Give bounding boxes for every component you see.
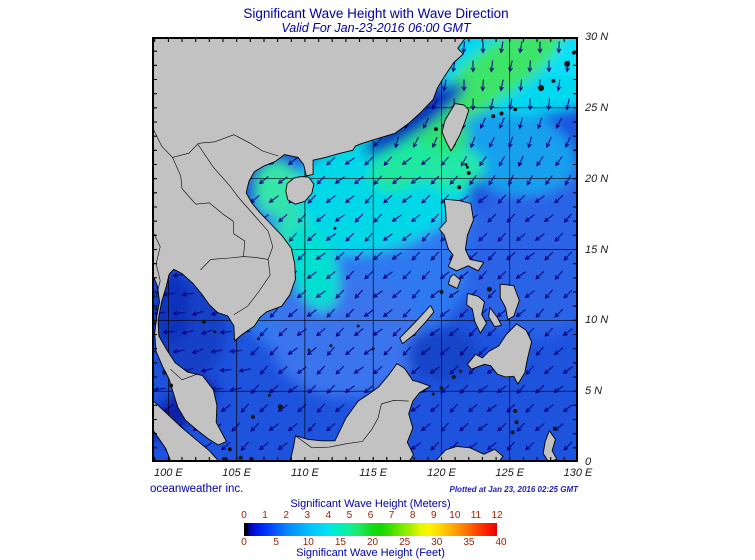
border-china-vietnam [198, 134, 279, 157]
land-panay-negros [466, 292, 487, 334]
chart-title: Significant Wave Height with Wave Direct… [243, 6, 509, 21]
meters-tick: 11 [470, 510, 482, 521]
colorbar-title-meters: Significant Wave Height (Meters) [290, 498, 451, 510]
feet-tick: 10 [302, 537, 314, 548]
colorbar-title-feet: Significant Wave Height (Feet) [296, 547, 445, 559]
colorbar-zero-cap [244, 523, 247, 536]
land-cebu-bohol [488, 307, 502, 328]
land-samar-leyte [499, 283, 520, 321]
colorbar-gradient [244, 523, 497, 536]
lat-label: 30 N [585, 31, 609, 43]
map-canvas [152, 37, 578, 462]
land-mindoro [447, 273, 462, 289]
land-borneo [289, 363, 431, 462]
meters-tick: 0 [241, 510, 247, 521]
land-asia-mainland [152, 37, 467, 446]
border-cambodia-vietnam [233, 259, 271, 315]
plotted-timestamp: Plotted at Jan 23, 2016 02:25 GMT [449, 485, 579, 494]
meters-tick: 2 [283, 510, 289, 521]
feet-tick: 15 [334, 537, 346, 548]
border-laos-cambodia [243, 256, 269, 260]
meters-tick: 6 [367, 510, 374, 521]
lon-label: 130 E [563, 467, 593, 479]
land-palawan [399, 305, 435, 345]
meters-tick: 8 [409, 510, 416, 521]
meters-tick: 12 [491, 510, 503, 521]
feet-tick: 25 [399, 537, 411, 548]
meters-tick: 5 [346, 510, 353, 521]
meters-tick: 4 [325, 510, 332, 521]
lat-label: 5 N [585, 385, 603, 398]
lat-label: 0 [585, 456, 592, 468]
border-malaysia-thailand [170, 368, 198, 381]
lon-label: 120 E [427, 467, 456, 479]
border-vietnam-laos [197, 143, 274, 260]
land-luzon [438, 198, 485, 272]
feet-tick: 40 [495, 537, 507, 548]
feet-tick: 0 [241, 537, 247, 548]
land-taiwan [441, 103, 470, 152]
lon-label: 100 E [154, 467, 183, 479]
land-mindanao [466, 323, 533, 385]
feet-tick: 30 [431, 537, 443, 548]
feet-tick: 35 [463, 537, 475, 548]
meters-tick: 1 [262, 510, 268, 521]
feet-tick: 5 [273, 537, 279, 548]
lat-label: 20 N [585, 172, 609, 185]
border-china-laos-myanmar [152, 127, 199, 158]
lon-label: 125 E [495, 467, 525, 479]
lon-label: 115 E [359, 467, 388, 479]
feet-tick: 20 [366, 537, 379, 548]
lon-label: 105 E [222, 467, 252, 479]
meters-tick: 7 [388, 510, 395, 521]
border-malaysia-indonesia-borneo [295, 400, 409, 449]
meters-tick: 9 [430, 510, 437, 521]
lat-label: 25 N [585, 101, 609, 114]
border-thailand-cambodia [200, 256, 244, 271]
land-hainan [285, 176, 315, 205]
meters-tick: 10 [449, 510, 461, 521]
lat-label: 15 N [585, 243, 609, 256]
meters-tick: 3 [304, 510, 311, 521]
chart-valid-time: Valid For Jan-23-2016 06:00 GMT [281, 21, 471, 35]
credit-text: oceanweather inc. [150, 483, 244, 495]
lat-label: 10 N [585, 314, 609, 327]
border-thailand-laos [172, 157, 246, 257]
lon-label: 110 E [290, 467, 319, 479]
